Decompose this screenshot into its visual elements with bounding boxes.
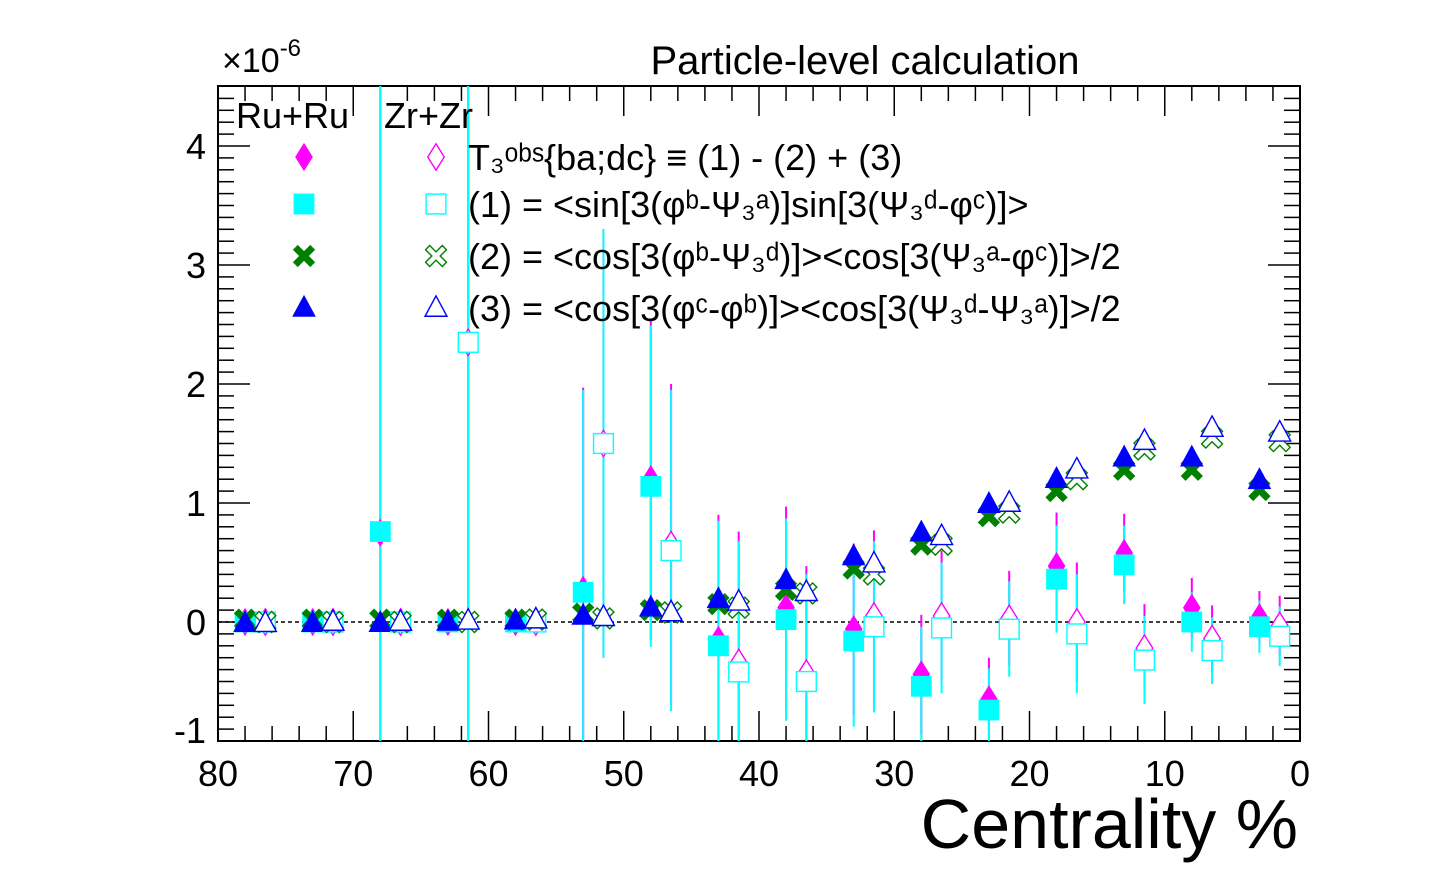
x-tick-label: 70 xyxy=(333,753,373,794)
data-point xyxy=(1201,639,1223,662)
data-point xyxy=(794,578,819,602)
x-tick-label: 40 xyxy=(739,753,779,794)
axis-ticks: 80 70 60 50 40 30 20 10 0 -1 0 1 2 3 4 xyxy=(174,86,1310,794)
data-point xyxy=(726,588,751,611)
data-point xyxy=(572,581,594,603)
data-point xyxy=(909,519,934,542)
chart-title: Particle-level calculation xyxy=(650,39,1079,83)
data-point xyxy=(1133,649,1156,671)
data-point xyxy=(660,540,682,562)
data-point xyxy=(457,331,479,353)
y-tick-label: -1 xyxy=(174,710,206,751)
data-point xyxy=(1113,554,1135,576)
legend-marker-ru xyxy=(292,244,316,268)
data-point xyxy=(1132,427,1157,451)
legend-marker-ru xyxy=(295,142,313,172)
data-point xyxy=(708,635,729,657)
legend-label: T₃ᵒᵇˢ{ba;dc} ≡ (1) - (2) + (3) xyxy=(468,137,902,178)
data-point xyxy=(930,617,953,639)
data-point xyxy=(571,602,596,625)
data-point xyxy=(841,543,866,566)
data-point xyxy=(1267,419,1292,442)
y-tick-label: 2 xyxy=(186,364,206,405)
legend-label: (2) = <cos[3(φᵇ-Ψ₃ᵈ)]><cos[3(Ψ₃ᵃ-φᶜ)]>/2 xyxy=(468,236,1121,277)
data-point xyxy=(658,598,684,622)
data-point xyxy=(978,699,1000,721)
data-point xyxy=(774,567,798,590)
data-point xyxy=(929,522,954,546)
data-point xyxy=(910,675,932,697)
legend-label: (1) = <sin[3(φᵇ-Ψ₃ᵃ)]sin[3(Ψ₃ᵈ-φᶜ)]> xyxy=(468,184,1029,225)
legend-marker-ru xyxy=(293,193,315,215)
data-point xyxy=(998,618,1020,640)
data-marks xyxy=(233,86,1292,741)
data-point xyxy=(592,432,615,455)
x-tick-label: 10 xyxy=(1145,753,1185,794)
legend-marker-zr xyxy=(426,142,446,172)
data-point xyxy=(503,607,528,630)
data-point xyxy=(1066,623,1088,645)
data-point xyxy=(253,609,278,633)
data-point xyxy=(997,489,1022,512)
legend-marker-zr xyxy=(423,294,449,317)
data-point xyxy=(1181,611,1203,633)
data-point xyxy=(456,607,481,630)
legend-marker-zr xyxy=(425,193,447,215)
data-point xyxy=(1179,444,1204,467)
data-point xyxy=(1046,568,1067,590)
data-point xyxy=(775,609,797,631)
x-tick-label: 20 xyxy=(1009,753,1049,794)
data-point xyxy=(863,616,885,638)
data-point xyxy=(523,606,549,629)
x-tick-label: 80 xyxy=(198,753,238,794)
data-point xyxy=(861,550,887,573)
data-point xyxy=(233,610,257,632)
legend-header-ru: Ru+Ru xyxy=(236,95,349,136)
data-point xyxy=(436,608,460,631)
x-tick-label: 50 xyxy=(604,753,644,794)
data-point xyxy=(388,608,413,631)
data-point xyxy=(638,594,663,617)
legend-marker-zr xyxy=(424,244,448,268)
scale-factor-exponent: -6 xyxy=(280,35,301,62)
scale-factor: ×10-6 xyxy=(222,35,301,80)
legend-header-zr: Zr+Zr xyxy=(384,95,473,136)
data-point xyxy=(1064,456,1090,479)
data-point xyxy=(1044,466,1069,488)
data-point xyxy=(1249,616,1270,638)
y-tick-label: 4 xyxy=(186,126,206,167)
data-point xyxy=(1199,414,1225,437)
data-point xyxy=(706,586,731,609)
y-tick-label: 0 xyxy=(186,602,206,643)
data-point xyxy=(300,610,325,632)
y-tick-label: 1 xyxy=(186,483,206,524)
legend-marker-ru xyxy=(292,294,316,317)
data-point xyxy=(1269,625,1291,647)
data-point xyxy=(640,475,662,497)
data-point xyxy=(368,610,393,632)
data-point xyxy=(1247,467,1272,490)
x-tick-label: 0 xyxy=(1290,753,1310,794)
y-tick-label: 3 xyxy=(186,245,206,286)
x-tick-label: 60 xyxy=(468,753,508,794)
data-point xyxy=(728,661,750,683)
data-point xyxy=(977,491,1001,513)
data-point xyxy=(1112,444,1137,467)
data-point xyxy=(795,670,817,693)
scale-factor-base: ×10 xyxy=(222,42,280,80)
legend-label: (3) = <cos[3(φᶜ-φᵇ)]><cos[3(Ψ₃ᵈ-Ψ₃ᵃ)]>/2 xyxy=(468,288,1121,329)
x-axis-label: Centrality % xyxy=(921,785,1298,863)
data-point xyxy=(320,608,346,631)
data-point xyxy=(369,521,391,542)
x-tick-label: 30 xyxy=(874,753,914,794)
data-point xyxy=(591,603,616,627)
data-point xyxy=(843,630,865,652)
